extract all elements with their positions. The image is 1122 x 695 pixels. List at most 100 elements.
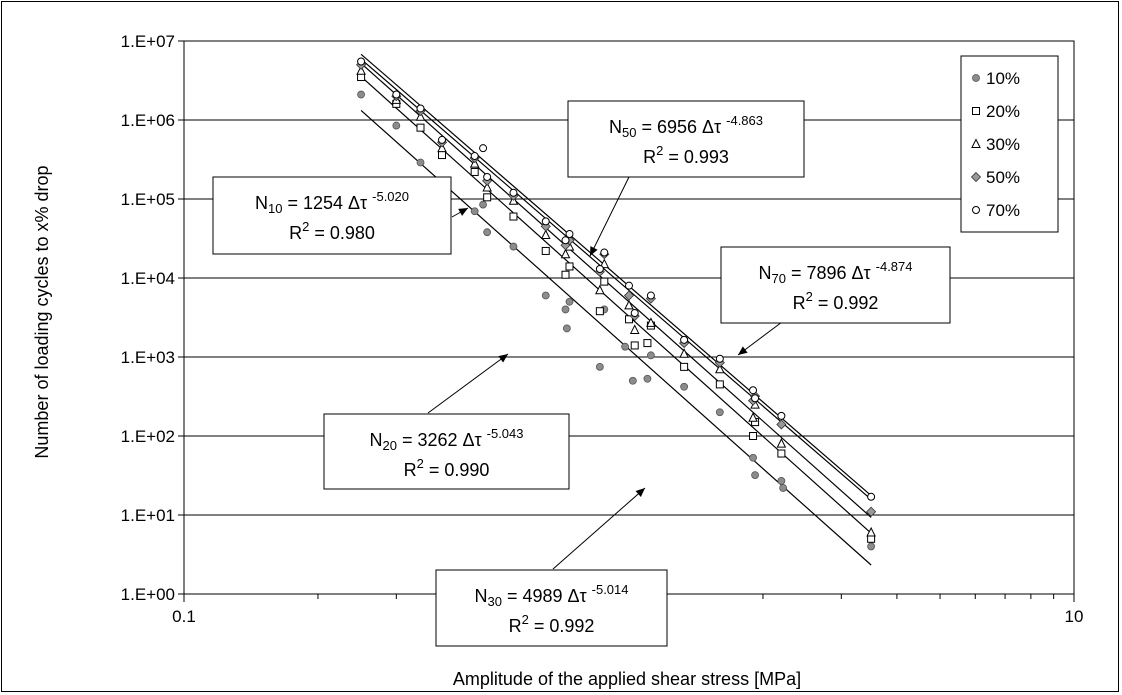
y-axis-label: Number of loading cycles to x% drop <box>32 165 52 458</box>
arrow-head <box>498 354 508 363</box>
point-30 <box>356 65 366 75</box>
point-50 <box>623 290 635 301</box>
point-70 <box>646 291 655 300</box>
point-20 <box>680 362 689 371</box>
point-20 <box>777 449 786 458</box>
r-squared-text: R2 = 0.980 <box>289 219 375 243</box>
point-10 <box>680 382 689 391</box>
equation-text: N30 = 4989 Δτ -5.014 <box>474 582 628 609</box>
point-30 <box>469 158 480 168</box>
r-squared-text: R2 = 0.992 <box>793 289 879 313</box>
fit-equation-n20: N20 = 3262 Δτ -5.043 R2 = 0.990 <box>323 413 570 490</box>
point-20 <box>470 167 479 176</box>
point-30 <box>595 284 605 295</box>
point-10 <box>779 484 788 492</box>
point-10 <box>470 207 479 216</box>
point-30 <box>679 348 689 358</box>
equation-box <box>435 569 668 647</box>
arrow-head <box>458 208 468 216</box>
y-tick-label: 1.E+02 <box>121 427 175 446</box>
point-30 <box>629 324 640 334</box>
point-70 <box>416 104 425 113</box>
equation-text: N50 = 6956 Δτ -4.863 <box>609 113 763 140</box>
legend-marker <box>972 74 980 82</box>
point-30 <box>776 438 787 448</box>
point-10 <box>777 477 786 485</box>
point-70 <box>749 386 758 395</box>
point-50 <box>866 506 877 517</box>
fit-line-30 <box>360 62 872 518</box>
point-70 <box>867 492 876 501</box>
arrow-head <box>590 246 598 256</box>
point-10 <box>357 90 365 99</box>
point-20 <box>595 307 604 316</box>
point-20 <box>643 339 652 348</box>
y-tick-label: 1.E+07 <box>121 32 175 51</box>
point-70 <box>483 172 492 181</box>
equation-box <box>720 246 951 324</box>
point-70 <box>470 152 479 161</box>
point-70 <box>715 354 724 363</box>
y-tick-label: 1.E+00 <box>121 585 175 604</box>
point-30 <box>715 363 725 374</box>
annotation-arrow <box>589 176 630 257</box>
point-70 <box>630 309 639 318</box>
point-20 <box>561 270 570 279</box>
point-70 <box>541 217 550 226</box>
point-30 <box>748 412 758 422</box>
equation-box <box>212 176 452 255</box>
point-10 <box>541 291 550 300</box>
point-70 <box>595 264 604 273</box>
point-30 <box>646 317 656 327</box>
point-10 <box>751 471 759 479</box>
y-tick-label: 1.E+04 <box>121 269 175 288</box>
point-20 <box>509 212 518 221</box>
legend-marker <box>970 171 982 183</box>
annotation-arrow <box>427 353 509 414</box>
point-20 <box>416 123 425 132</box>
point-70 <box>565 230 574 239</box>
point-10 <box>867 542 876 551</box>
point-20 <box>625 315 633 324</box>
legend-label: 70% <box>986 201 1020 220</box>
point-20 <box>438 151 447 160</box>
point-10 <box>595 362 604 371</box>
equation-text: N70 = 7896 Δτ -4.874 <box>758 259 912 286</box>
point-10 <box>561 305 570 314</box>
fit-line-70 <box>360 53 872 497</box>
legend-marker <box>971 138 981 148</box>
y-tick-label: 1.E+01 <box>121 506 175 525</box>
point-70 <box>777 411 786 420</box>
x-tick-label: 10 <box>1065 607 1084 626</box>
equation-box <box>567 100 805 178</box>
point-70 <box>680 335 689 344</box>
fit-equation-boxes: N10 = 1254 Δτ -5.020 R2 = 0.980 N20 = 3262… <box>212 100 951 647</box>
annotation-arrow <box>552 487 646 570</box>
x-axis-label: Amplitude of the applied shear stress [M… <box>453 669 801 689</box>
arrow-head <box>738 346 748 355</box>
point-30 <box>415 111 426 121</box>
point-10 <box>509 242 518 251</box>
point-70 <box>392 90 401 99</box>
point-20 <box>565 262 574 271</box>
equation-text: N10 = 1254 Δτ -5.020 <box>255 189 409 216</box>
data-points <box>356 57 877 551</box>
point-70 <box>479 144 488 153</box>
r-squared-text: R2 = 0.993 <box>643 143 729 167</box>
legend: 10% 20% 30% 50% 70% <box>960 55 1059 233</box>
fit-equation-n10: N10 = 1254 Δτ -5.020 R2 = 0.980 <box>212 176 452 255</box>
point-10 <box>483 228 492 237</box>
point-20 <box>630 341 639 350</box>
point-30 <box>437 142 447 153</box>
equation-box <box>323 413 570 490</box>
point-20 <box>541 246 550 255</box>
fit-equation-n30: N30 = 4989 Δτ -5.014 R2 = 0.992 <box>435 569 668 647</box>
point-10 <box>562 324 571 333</box>
fit-line-50 <box>360 58 872 500</box>
y-axis-ticks: 1.E+00 1.E+01 1.E+02 1.E+03 1.E+04 1.E+05 1.E+… <box>121 32 184 604</box>
point-10 <box>565 297 574 306</box>
point-10 <box>392 121 401 130</box>
point-50 <box>776 419 787 430</box>
legend-label: 10% <box>986 69 1020 88</box>
